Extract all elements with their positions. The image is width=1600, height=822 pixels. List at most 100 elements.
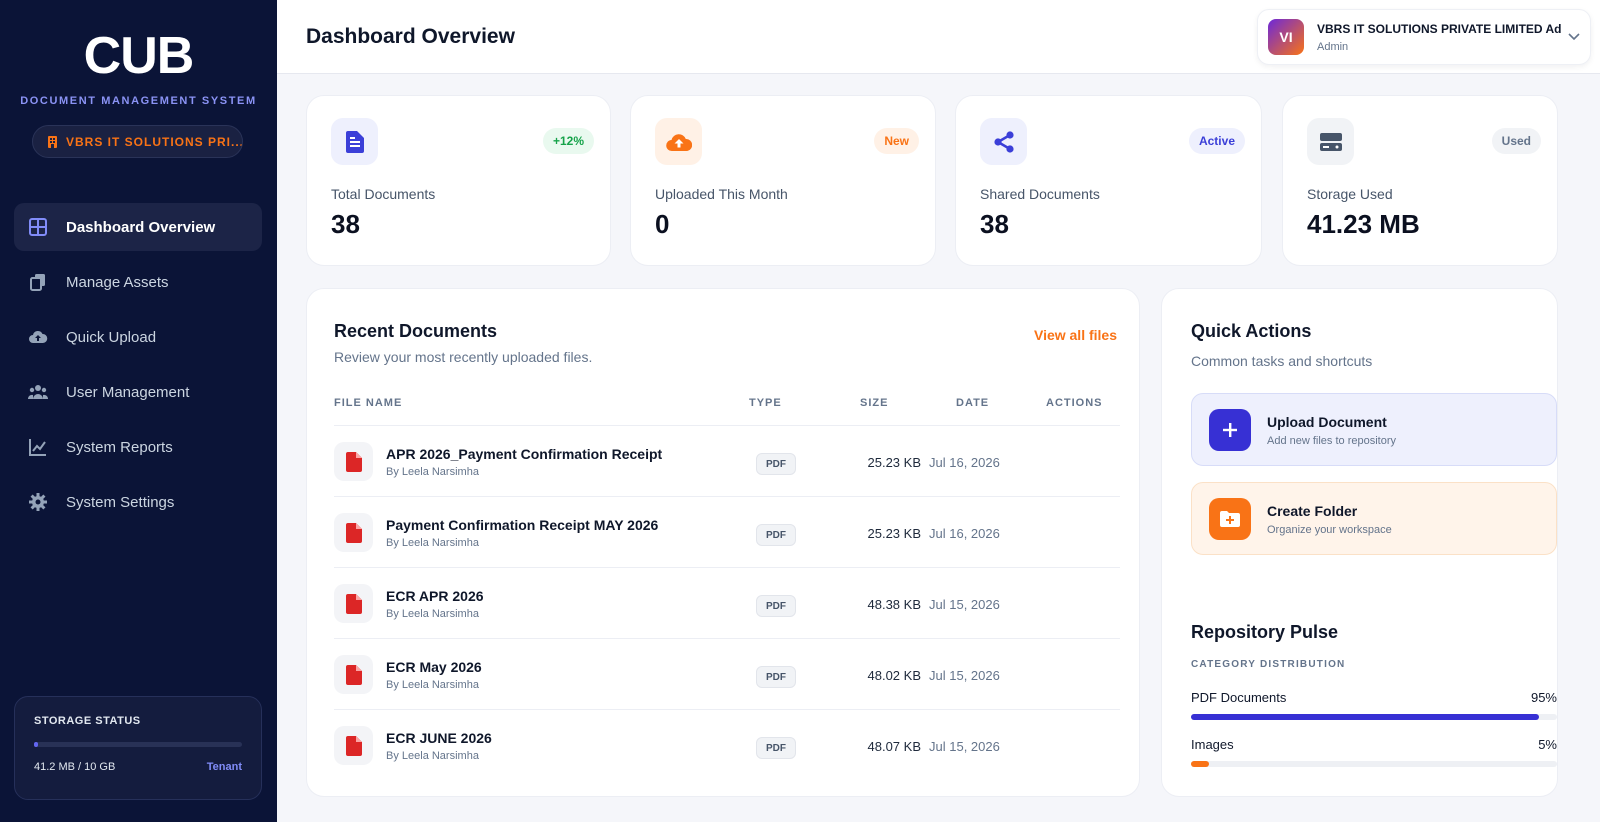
file-size: 48.07 KB bbox=[867, 739, 922, 754]
stat-label: Storage Used bbox=[1307, 186, 1393, 202]
share-icon bbox=[980, 118, 1027, 165]
table-header-divider bbox=[334, 425, 1120, 426]
stat-label: Total Documents bbox=[331, 186, 436, 202]
pulse-track bbox=[1191, 714, 1557, 720]
sidebar-nav: Dashboard Overview Manage Assets Quick U… bbox=[14, 203, 262, 533]
file-owner: By Leela Narsimha bbox=[386, 537, 479, 549]
stat-card-shared-documents: Active Shared Documents 38 bbox=[955, 95, 1262, 266]
status-badge: +12% bbox=[542, 128, 594, 154]
table-row[interactable]: ECR APR 2026 By Leela Narsimha PDF 48.38 KB… bbox=[334, 568, 1120, 639]
cloud-upload-icon bbox=[29, 330, 48, 343]
file-size: 48.38 KB bbox=[867, 597, 922, 612]
pulse-fill bbox=[1191, 761, 1210, 767]
file-owner: By Leela Narsimha bbox=[386, 608, 479, 620]
quick-actions-subtitle: Common tasks and shortcuts bbox=[1191, 353, 1373, 369]
action-title: Upload Document bbox=[1267, 414, 1387, 430]
chart-line-icon bbox=[29, 439, 46, 456]
pdf-file-icon bbox=[334, 442, 373, 481]
file-date: Jul 16, 2026 bbox=[929, 455, 1000, 470]
file-type-badge: PDF bbox=[756, 666, 796, 688]
file-type-badge: PDF bbox=[756, 737, 796, 759]
status-badge: Active bbox=[1188, 128, 1245, 154]
file-type-badge: PDF bbox=[756, 524, 796, 546]
storage-progress-fill bbox=[34, 742, 39, 747]
sidebar-item-label: System Settings bbox=[66, 493, 175, 511]
file-date: Jul 16, 2026 bbox=[929, 526, 1000, 541]
file-size: 48.02 KB bbox=[867, 668, 922, 683]
repository-pulse-title: Repository Pulse bbox=[1191, 622, 1339, 642]
sidebar-item-system-reports[interactable]: System Reports bbox=[14, 423, 262, 471]
grid-icon bbox=[29, 218, 47, 236]
sidebar-item-label: Quick Upload bbox=[66, 328, 157, 346]
users-icon bbox=[28, 385, 48, 399]
recent-documents-panel: Recent Documents Review your most recent… bbox=[306, 288, 1140, 797]
table-row[interactable]: ECR JUNE 2026 By Leela Narsimha PDF 48.07 K… bbox=[334, 710, 1120, 781]
sidebar-item-dashboard-overview[interactable]: Dashboard Overview bbox=[14, 203, 262, 251]
cloud-upload-icon bbox=[655, 118, 702, 165]
status-badge: Used bbox=[1491, 128, 1541, 154]
view-all-files-link[interactable]: View all files bbox=[1033, 327, 1117, 343]
user-menu[interactable]: VI VBRS IT SOLUTIONS PRIVATE LIMITED Adm… bbox=[1257, 9, 1591, 65]
stat-card-storage-used: Used Storage Used 41.23 MB bbox=[1282, 95, 1558, 266]
quick-actions-panel: Quick Actions Common tasks and shortcuts… bbox=[1161, 288, 1558, 797]
top-header: Dashboard Overview VI VBRS IT SOLUTIONS … bbox=[277, 0, 1600, 74]
storage-progress-bar bbox=[34, 742, 242, 747]
avatar: VI bbox=[1268, 19, 1304, 55]
sidebar-item-quick-upload[interactable]: Quick Upload bbox=[14, 313, 262, 361]
sidebar-item-label: Manage Assets bbox=[66, 273, 169, 291]
storage-tenant-link[interactable]: Tenant bbox=[206, 761, 242, 773]
file-name[interactable]: ECR JUNE 2026 bbox=[386, 730, 492, 746]
pulse-label: Images bbox=[1191, 737, 1234, 752]
file-date: Jul 15, 2026 bbox=[929, 597, 1000, 612]
column-header-size[interactable]: SIZE bbox=[860, 397, 889, 409]
file-name[interactable]: ECR APR 2026 bbox=[386, 588, 484, 604]
action-title: Create Folder bbox=[1267, 503, 1358, 519]
stat-card-total-documents: +12% Total Documents 38 bbox=[306, 95, 611, 266]
building-icon bbox=[48, 135, 57, 148]
pdf-file-icon bbox=[334, 726, 373, 765]
plus-icon bbox=[1209, 409, 1251, 451]
file-name[interactable]: ECR May 2026 bbox=[386, 659, 482, 675]
sidebar-item-user-management[interactable]: User Management bbox=[14, 368, 262, 416]
stat-card-uploaded-this-month: New Uploaded This Month 0 bbox=[630, 95, 936, 266]
logo: CUB bbox=[83, 27, 195, 85]
storage-title: STORAGE STATUS bbox=[34, 715, 141, 727]
create-folder-button[interactable]: Create Folder Organize your workspace bbox=[1191, 482, 1557, 555]
file-name[interactable]: Payment Confirmation Receipt MAY 2026 bbox=[386, 517, 659, 533]
table-row[interactable]: APR 2026_Payment Confirmation Receipt By … bbox=[334, 426, 1120, 497]
stat-label: Shared Documents bbox=[980, 186, 1100, 202]
category-distribution-label: CATEGORY DISTRIBUTION bbox=[1191, 659, 1346, 670]
stat-label: Uploaded This Month bbox=[655, 186, 788, 202]
file-date: Jul 15, 2026 bbox=[929, 668, 1000, 683]
sidebar-item-label: System Reports bbox=[66, 438, 173, 456]
table-row[interactable]: ECR May 2026 By Leela Narsimha PDF 48.02 KB… bbox=[334, 639, 1120, 710]
user-role: Admin bbox=[1317, 40, 1349, 53]
pulse-track bbox=[1191, 761, 1557, 767]
recent-documents-subtitle: Review your most recently uploaded files… bbox=[334, 349, 593, 365]
sidebar-item-label: User Management bbox=[66, 383, 190, 401]
status-badge: New bbox=[874, 128, 919, 154]
pulse-percent: 95% bbox=[1530, 690, 1557, 705]
file-size: 25.23 KB bbox=[867, 526, 922, 541]
file-name[interactable]: APR 2026_Payment Confirmation Receipt bbox=[386, 446, 663, 462]
pulse-percent: 5% bbox=[1538, 737, 1557, 752]
column-header-actions: ACTIONS bbox=[1046, 397, 1103, 409]
folder-plus-icon bbox=[1209, 498, 1251, 540]
file-owner: By Leela Narsimha bbox=[386, 466, 479, 478]
pulse-item-pdf: PDF Documents 95% bbox=[1191, 690, 1557, 720]
file-type-badge: PDF bbox=[756, 595, 796, 617]
sidebar-item-system-settings[interactable]: System Settings bbox=[14, 478, 262, 526]
sidebar: CUB DOCUMENT MANAGEMENT SYSTEM VBRS IT S… bbox=[0, 0, 277, 822]
column-header-type[interactable]: TYPE bbox=[749, 397, 782, 409]
sidebar-item-manage-assets[interactable]: Manage Assets bbox=[14, 258, 262, 306]
table-row[interactable]: Payment Confirmation Receipt MAY 2026 By … bbox=[334, 497, 1120, 568]
logo-subtitle: DOCUMENT MANAGEMENT SYSTEM bbox=[20, 95, 257, 107]
upload-document-button[interactable]: Upload Document Add new files to reposit… bbox=[1191, 393, 1557, 466]
tenant-name: VBRS IT SOLUTIONS PRI... bbox=[66, 134, 243, 149]
column-header-date[interactable]: DATE bbox=[956, 397, 990, 409]
column-header-file-name[interactable]: FILE NAME bbox=[334, 397, 403, 409]
action-subtitle: Add new files to repository bbox=[1267, 435, 1397, 447]
quick-actions-title: Quick Actions bbox=[1191, 321, 1312, 341]
tenant-selector[interactable]: VBRS IT SOLUTIONS PRI... bbox=[32, 125, 243, 158]
document-icon bbox=[331, 118, 378, 165]
